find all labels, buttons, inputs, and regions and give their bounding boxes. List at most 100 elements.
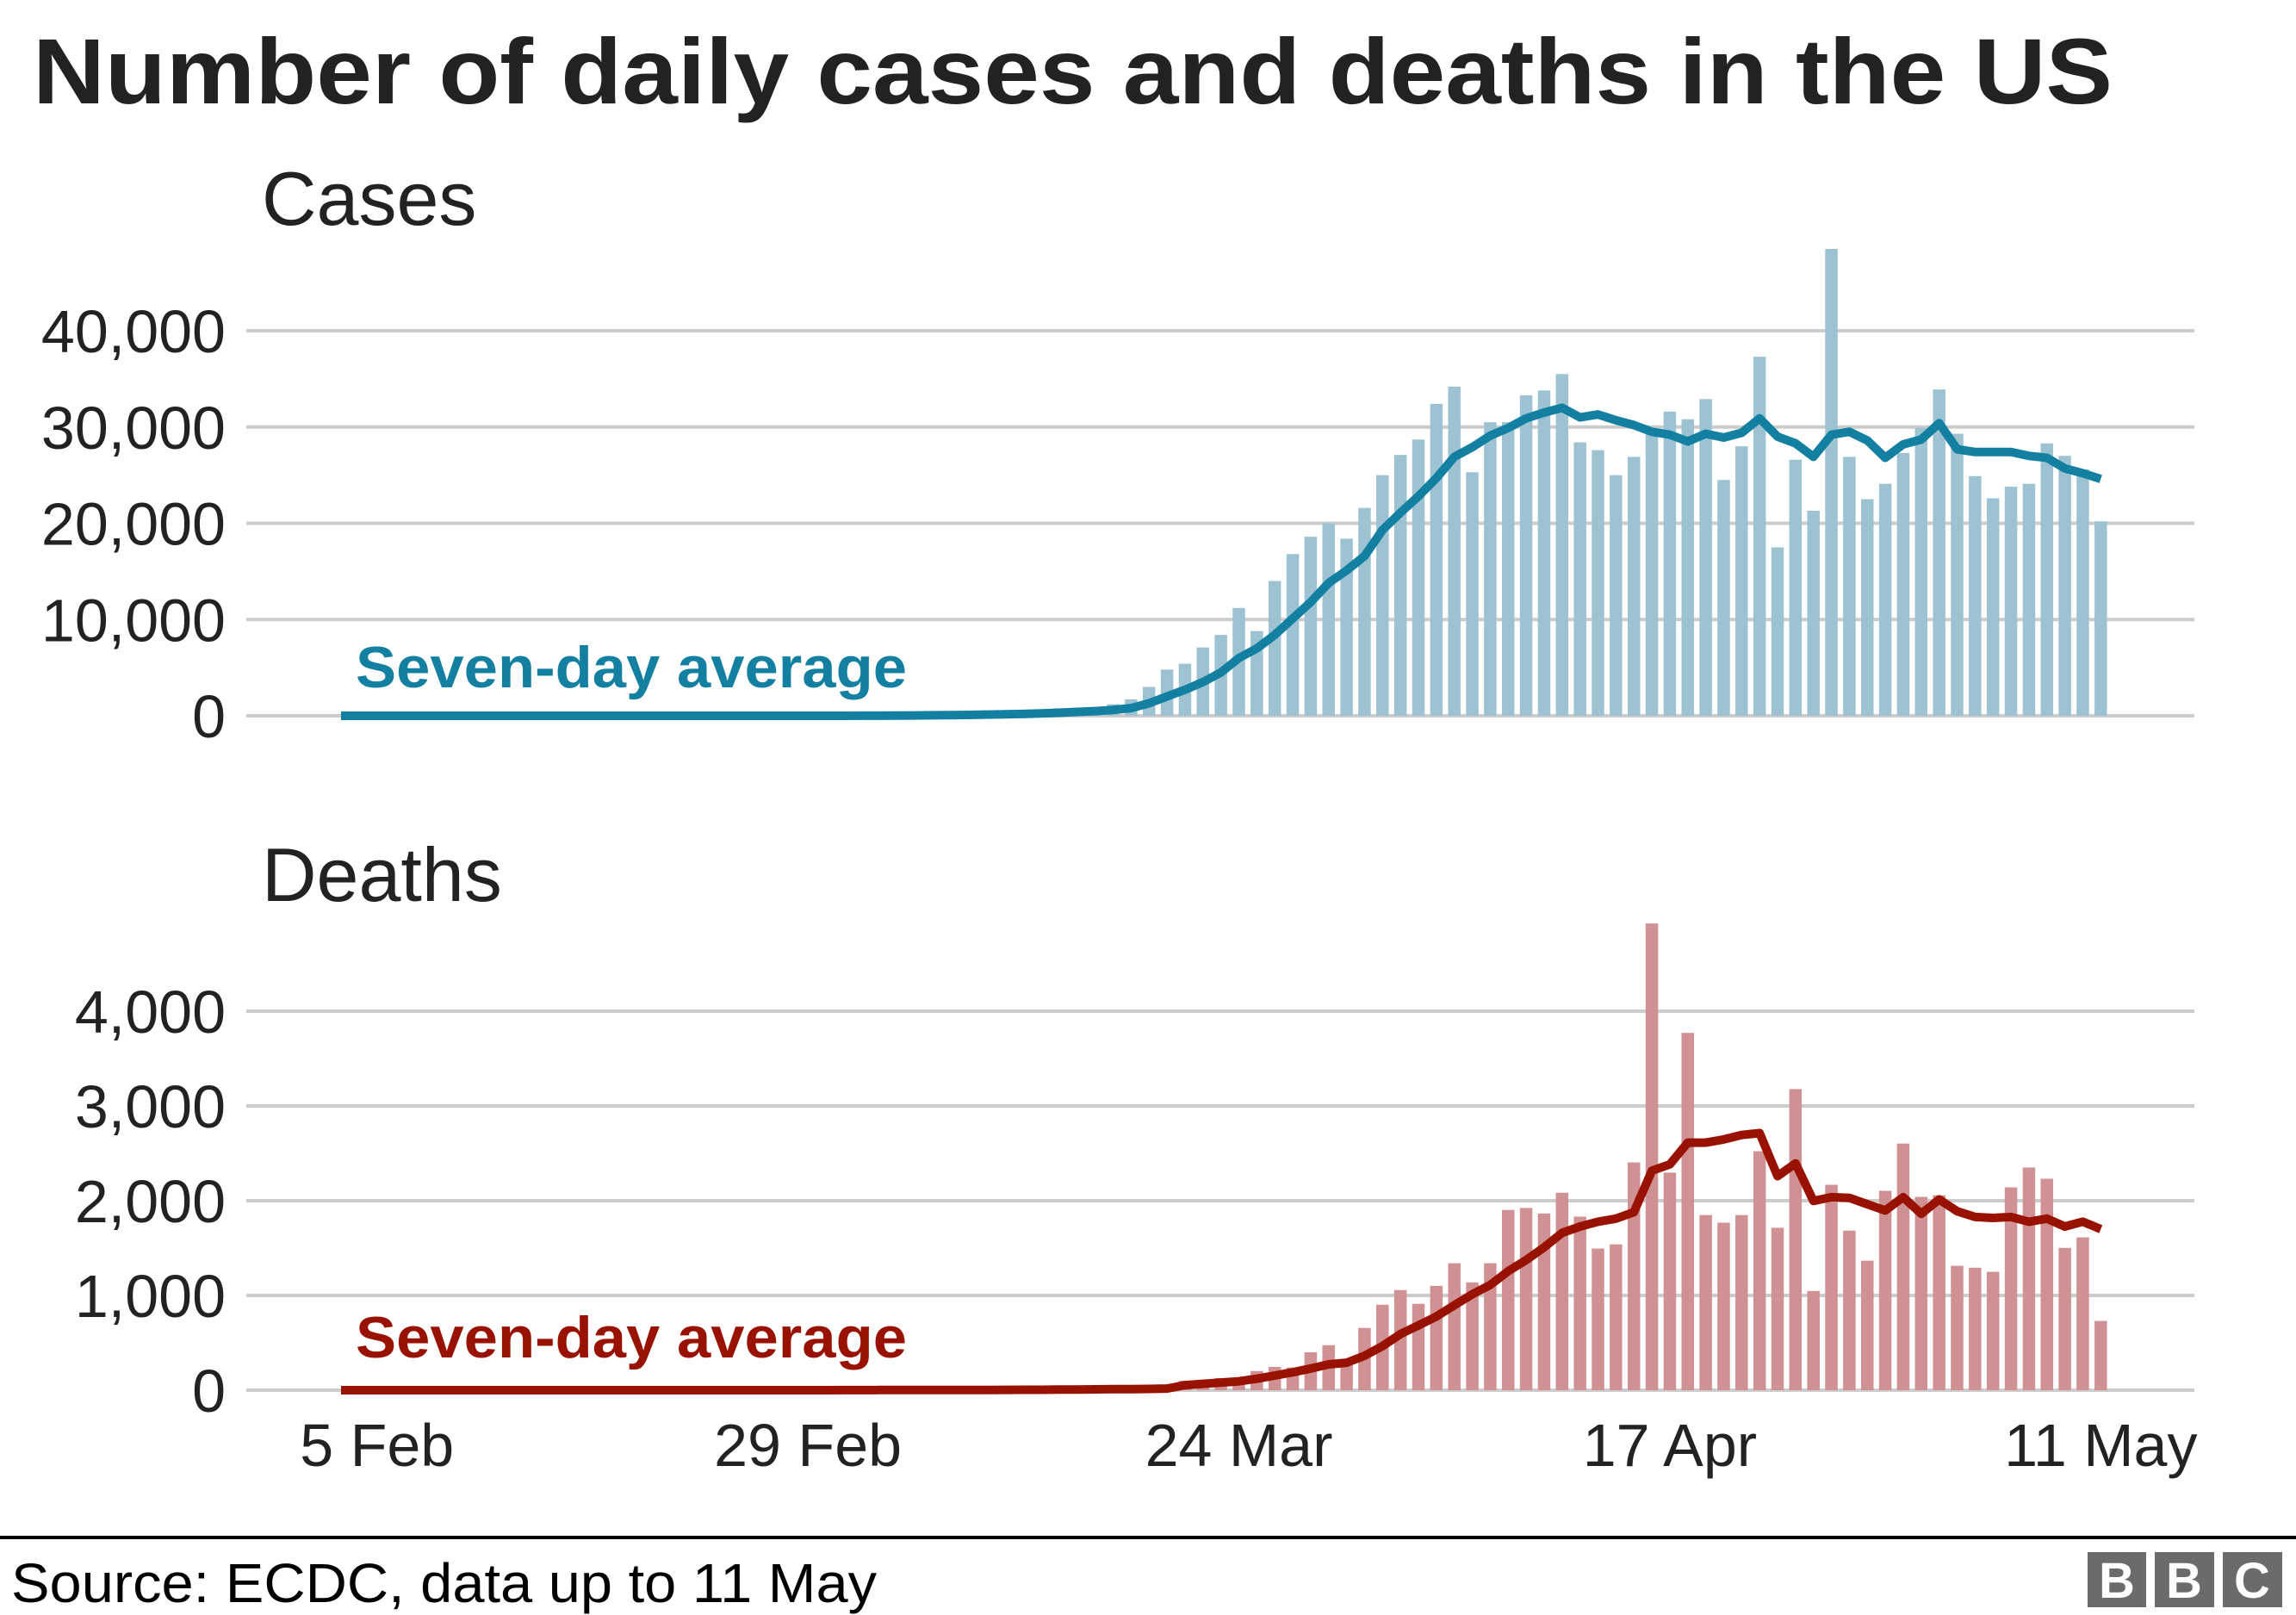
cases-bar — [2094, 521, 2107, 716]
deaths-bar — [1789, 1089, 1803, 1390]
x-axis: 5 Feb 29 Feb 24 Mar 17 Apr 11 May — [300, 1412, 2197, 1479]
cases-bar — [1699, 399, 1712, 716]
deaths-bar — [1340, 1365, 1353, 1390]
cases-bar — [1466, 472, 1479, 716]
bbc-logo: B B C — [2088, 1552, 2282, 1609]
deaths-bar — [1951, 1265, 1964, 1390]
deaths-bar — [1914, 1196, 1928, 1390]
cases-average-label: Seven-day average — [356, 635, 907, 700]
deaths-bar — [2040, 1178, 2053, 1390]
cases-y-tick-label: 20,000 — [41, 491, 226, 558]
cases-bar — [1861, 499, 1874, 716]
x-tick-label: 24 Mar — [1145, 1412, 1333, 1479]
deaths-panel: Deaths 0 1,000 2,000 3,000 4,000 Seven-d… — [75, 832, 2198, 1479]
deaths-bar — [1645, 923, 1659, 1390]
deaths-bar — [1753, 1151, 1766, 1390]
deaths-bar — [1735, 1214, 1748, 1390]
cases-bar — [2076, 469, 2089, 716]
cases-bar — [1717, 480, 1730, 716]
cases-bar — [1304, 537, 1318, 716]
cases-bar — [2058, 456, 2071, 716]
cases-bar — [1914, 427, 1928, 716]
deaths-bar — [2022, 1167, 2036, 1390]
deaths-bar — [1484, 1263, 1497, 1390]
cases-bar — [1286, 554, 1300, 716]
cases-bar — [1825, 249, 1838, 716]
cases-bar — [2004, 487, 2018, 716]
cases-bar — [1340, 538, 1353, 716]
bbc-logo-letter: C — [2234, 1553, 2270, 1609]
cases-average-line — [341, 403, 2102, 720]
cases-panel-title: Cases — [262, 156, 476, 241]
deaths-bar — [1555, 1192, 1569, 1390]
deaths-bar — [1896, 1143, 1910, 1390]
footer-divider — [0, 1536, 2296, 1539]
cases-bar — [1393, 455, 1407, 716]
deaths-bar — [1232, 1384, 1245, 1390]
cases-y-tick-label: 40,000 — [41, 298, 226, 365]
deaths-bar — [1537, 1213, 1551, 1390]
bbc-logo-letter: B — [2166, 1553, 2202, 1609]
cases-bar — [1789, 459, 1803, 716]
cases-bar — [1322, 523, 1335, 716]
x-tick-label: 17 Apr — [1583, 1412, 1757, 1479]
deaths-bar — [2058, 1247, 2071, 1390]
cases-bars — [388, 249, 2107, 716]
cases-bar — [2022, 483, 2036, 716]
x-tick-label: 11 May — [2004, 1412, 2197, 1479]
deaths-y-tick-label: 0 — [192, 1357, 226, 1425]
bbc-logo-letter: B — [2099, 1553, 2135, 1609]
deaths-bar — [2094, 1320, 2107, 1390]
bbc-logo-block — [2088, 1552, 2146, 1607]
cases-bar — [1430, 403, 1443, 716]
cases-y-tick-label: 0 — [192, 683, 226, 750]
deaths-bar — [1807, 1290, 1820, 1390]
cases-average-line-group — [341, 403, 2102, 720]
cases-y-tick-label: 30,000 — [41, 394, 226, 462]
cases-panel: Cases 0 10,000 20,000 30,000 40,000 Seve… — [41, 156, 2194, 750]
deaths-y-tick-label: 4,000 — [75, 978, 226, 1046]
cases-bar — [1412, 439, 1425, 716]
deaths-bar — [1393, 1289, 1407, 1390]
deaths-bar — [2076, 1237, 2089, 1390]
deaths-bar — [1681, 1033, 1694, 1390]
deaths-bar — [1466, 1282, 1479, 1390]
cases-bar — [1484, 422, 1497, 716]
deaths-bar — [1861, 1260, 1874, 1390]
deaths-bars — [819, 923, 2107, 1390]
deaths-average-label: Seven-day average — [356, 1305, 907, 1370]
cases-bar — [1735, 446, 1748, 716]
deaths-y-tick-label: 1,000 — [75, 1263, 226, 1330]
deaths-bar — [1627, 1162, 1641, 1390]
cases-bar — [1753, 357, 1766, 716]
cases-y-axis: 0 10,000 20,000 30,000 40,000 — [41, 298, 226, 750]
x-tick-label: 29 Feb — [714, 1412, 902, 1479]
deaths-bar — [1573, 1216, 1586, 1390]
cases-bar — [1376, 475, 1389, 716]
deaths-y-tick-label: 3,000 — [75, 1073, 226, 1140]
deaths-bar — [1610, 1244, 1623, 1390]
deaths-bar — [1430, 1285, 1443, 1390]
cases-bar — [1592, 450, 1604, 716]
deaths-bar — [1986, 1271, 2000, 1390]
cases-bar — [2040, 443, 2053, 716]
chart-title: Number of daily cases and deaths in the … — [33, 19, 2113, 123]
cases-bar — [1573, 442, 1586, 716]
cases-bar — [1807, 510, 1820, 716]
cases-bar — [1843, 457, 1856, 716]
deaths-bar — [2004, 1187, 2018, 1390]
cases-bar — [1627, 457, 1641, 716]
deaths-y-axis: 0 1,000 2,000 3,000 4,000 — [75, 978, 226, 1425]
deaths-bar — [1412, 1303, 1425, 1390]
cases-bar — [1771, 547, 1784, 716]
deaths-panel-title: Deaths — [262, 832, 502, 917]
deaths-average-line-group — [341, 1128, 2103, 1394]
deaths-bar — [1969, 1267, 1982, 1390]
deaths-y-tick-label: 2,000 — [75, 1168, 226, 1235]
cases-bar — [1986, 498, 2000, 716]
cases-bar — [1610, 475, 1623, 716]
cases-bar — [1933, 389, 1945, 716]
cases-bar — [1448, 386, 1461, 716]
cases-bar — [1358, 507, 1371, 716]
cases-bar — [1502, 422, 1515, 716]
